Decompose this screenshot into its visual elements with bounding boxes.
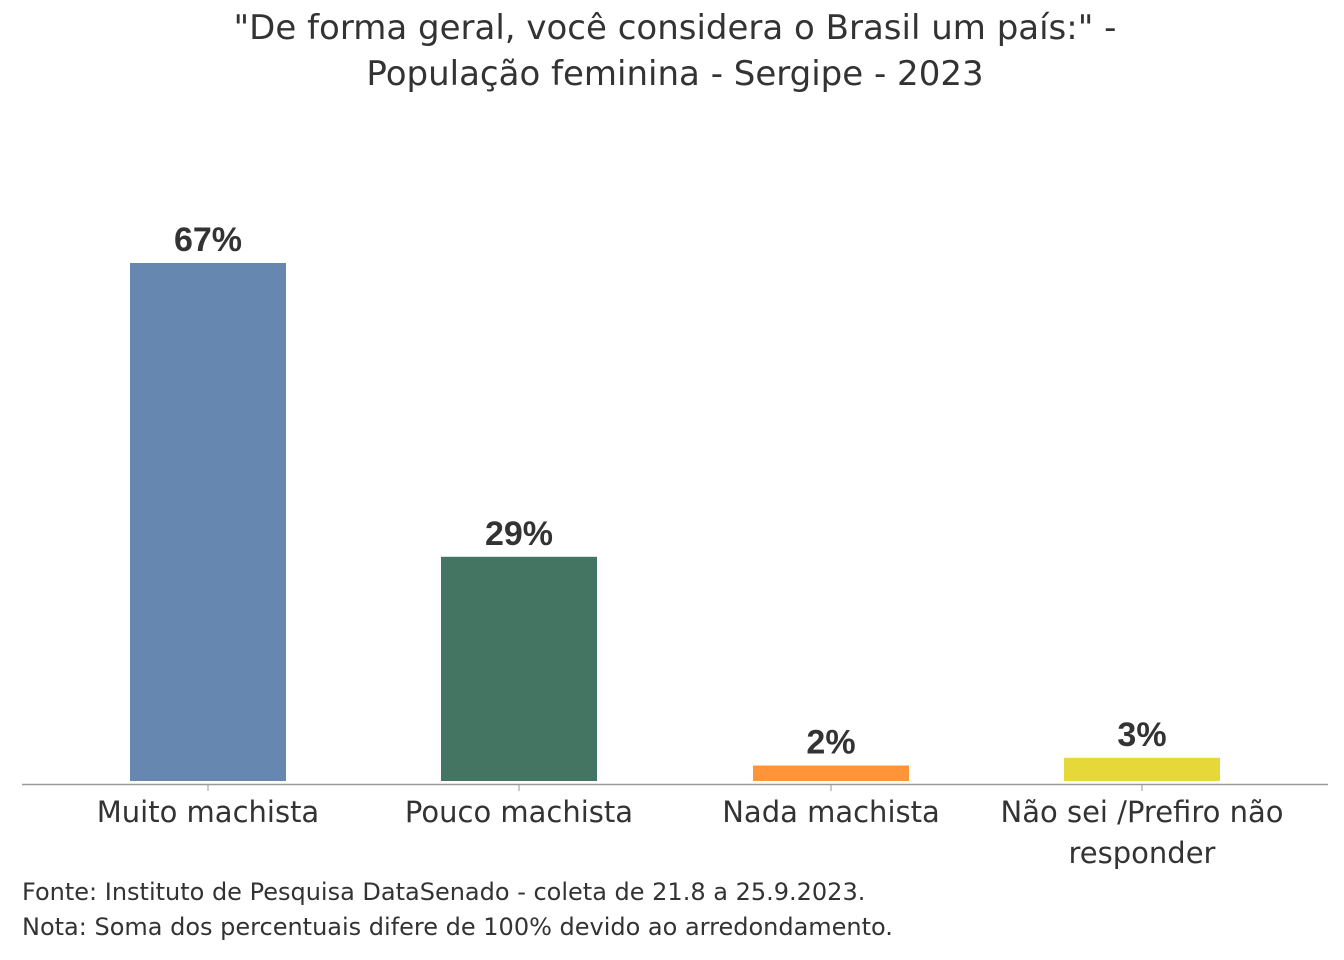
chart-title-line-2: População feminina - Sergipe - 2023 bbox=[366, 54, 984, 94]
bar bbox=[441, 556, 597, 781]
value-label: 3% bbox=[1117, 716, 1166, 754]
category-label: Não sei /Prefiro não bbox=[1001, 795, 1284, 829]
bar bbox=[753, 765, 909, 781]
source-note: Fonte: Instituto de Pesquisa DataSenado … bbox=[22, 878, 866, 906]
bar bbox=[130, 263, 286, 781]
rounding-note: Nota: Soma dos percentuais difere de 100… bbox=[22, 913, 893, 941]
value-label: 67% bbox=[174, 221, 242, 259]
value-label: 29% bbox=[485, 515, 553, 553]
category-label: Nada machista bbox=[722, 795, 940, 829]
category-label: responder bbox=[1069, 836, 1216, 870]
value-label: 2% bbox=[806, 724, 855, 762]
chart-title-line-1: "De forma geral, você considera o Brasil… bbox=[233, 8, 1117, 48]
bar bbox=[1064, 757, 1220, 781]
category-label: Muito machista bbox=[97, 795, 319, 829]
category-label: Pouco machista bbox=[405, 795, 633, 829]
